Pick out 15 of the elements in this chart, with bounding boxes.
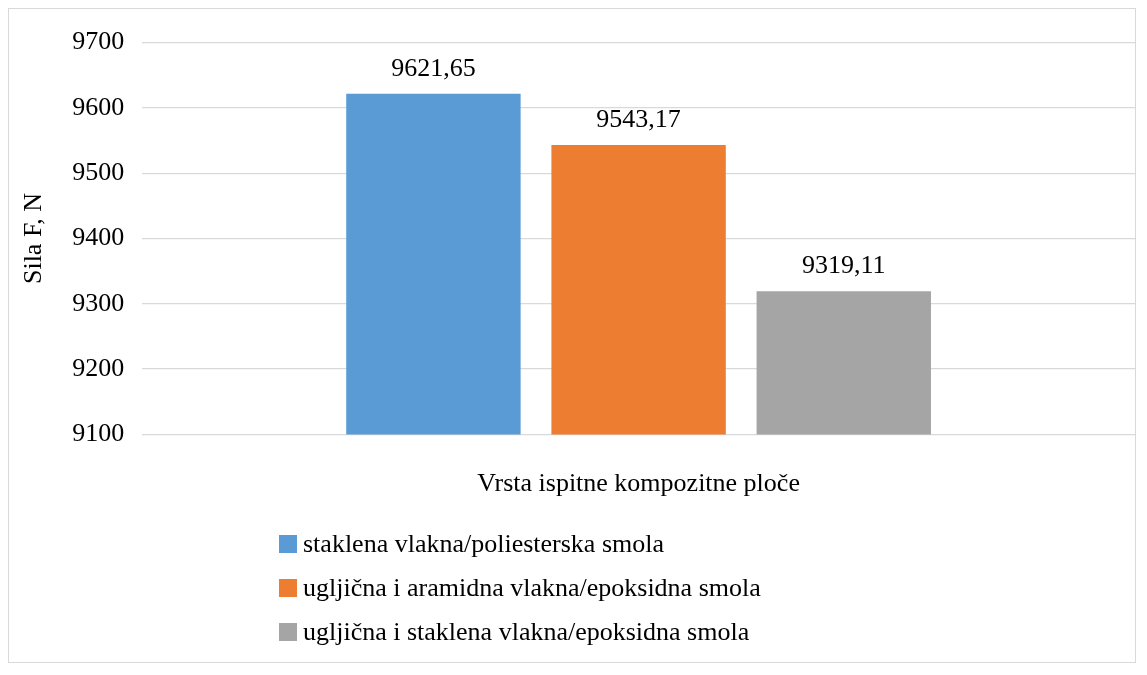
y-tick-label: 9400	[72, 222, 125, 252]
data-label: 9621,65	[391, 52, 476, 82]
y-tick-label: 9700	[72, 26, 125, 56]
y-tick-label: 9200	[72, 352, 125, 382]
legend-label: staklena vlakna/poliesterska smola	[303, 529, 665, 559]
legend-label: ugljična i staklena vlakna/epoksidna smola	[303, 617, 750, 647]
y-tick-label: 9600	[72, 91, 125, 121]
y-tick-label: 9100	[72, 418, 125, 448]
y-axis-title: Sila F, N	[18, 192, 48, 285]
data-label: 9319,11	[802, 250, 886, 280]
x-axis-title: Vrsta ispitne kompozitne ploče	[477, 468, 800, 498]
legend-label: ugljična i aramidna vlakna/epoksidna smola	[303, 573, 761, 603]
y-tick-label: 9500	[72, 157, 125, 187]
y-tick-label: 9300	[72, 287, 125, 317]
data-label: 9543,17	[596, 103, 681, 133]
